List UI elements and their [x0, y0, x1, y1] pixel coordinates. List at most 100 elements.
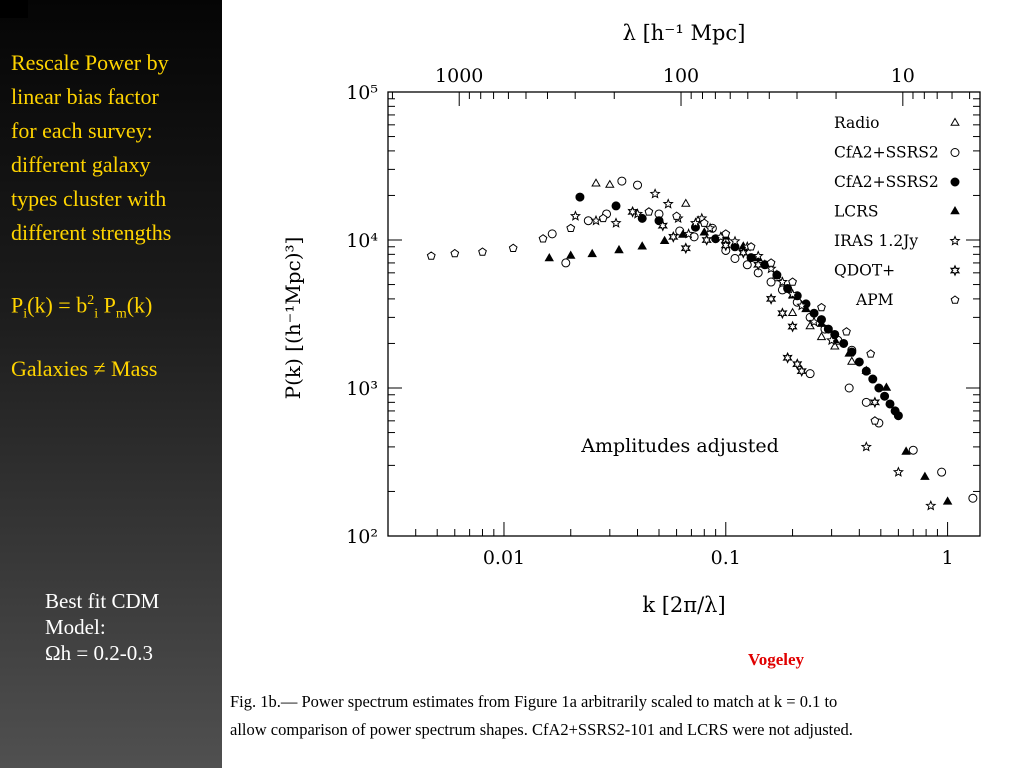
- data-point-circle-open: [766, 277, 776, 287]
- data-point-circle-open: [937, 467, 947, 477]
- data-point-pentagon-open: [788, 277, 797, 286]
- data-point-triangle-filled: [544, 252, 554, 262]
- data-point-triangle-filled: [920, 471, 930, 480]
- data-point-star6: [765, 292, 777, 305]
- formula-sup-2: 2: [87, 293, 95, 308]
- legend-label: CfA2+SSRS2: [834, 173, 939, 191]
- top-axis-label: λ [h⁻¹ Mpc]: [623, 21, 746, 45]
- data-point-star5: [689, 217, 701, 228]
- data-point-triangle-filled: [659, 235, 670, 244]
- data-point-circle-filled: [854, 357, 864, 367]
- data-point-circle-open: [844, 383, 854, 393]
- data-point-star5: [892, 466, 904, 477]
- top-tick-label: 100: [663, 65, 699, 87]
- data-point-star5: [776, 276, 788, 287]
- data-point-triangle-filled: [942, 496, 953, 505]
- data-point-pentagon-open: [426, 251, 436, 260]
- data-point-circle-open: [547, 229, 557, 239]
- data-point-circle-filled: [885, 399, 895, 409]
- data-point-star6: [753, 258, 764, 271]
- bias-line: different strengths: [11, 220, 172, 245]
- data-point-triangle-filled: [587, 248, 597, 258]
- data-point-triangle-open: [787, 307, 798, 316]
- top-tick-label: 1000: [435, 65, 483, 87]
- legend-label: APM: [855, 291, 894, 309]
- data-point-circle-filled: [893, 411, 903, 421]
- data-point-triangle-filled: [861, 365, 872, 374]
- data-point-pentagon-open: [746, 242, 756, 251]
- corner-mark: [0, 0, 28, 18]
- data-point-circle-open: [861, 397, 871, 407]
- amplitudes-annotation: Amplitudes adjusted: [580, 435, 779, 457]
- data-point-pentagon-open: [870, 416, 880, 425]
- data-point-triangle-open: [830, 341, 840, 350]
- bias-explanation-text: Rescale Power by linear bias factor for …: [11, 46, 221, 250]
- data-point-star5: [729, 235, 741, 246]
- y-axis-label: P(k) [(h⁻¹Mpc)³]: [281, 237, 305, 400]
- legend-marker-triangle-open: [950, 117, 960, 126]
- data-point-circle-open: [583, 216, 593, 226]
- data-point-pentagon-open: [644, 207, 654, 216]
- legend-label: LCRS: [834, 203, 878, 221]
- data-point-triangle-open: [816, 331, 827, 341]
- plot-frame: [387, 91, 981, 537]
- data-point-triangle-filled: [566, 250, 576, 259]
- data-point-circle-filled: [880, 391, 890, 401]
- data-point-pentagon-open: [766, 258, 776, 267]
- data-point-triangle-filled: [772, 269, 782, 278]
- data-point-circle-open: [742, 260, 752, 270]
- legend-marker-circle-filled: [950, 177, 960, 187]
- x-axis-label: k [2π/λ]: [642, 593, 725, 617]
- galaxies-mass-text: Galaxies ≠ Mass: [11, 356, 158, 381]
- data-point-star5: [787, 288, 799, 300]
- data-point-circle-filled: [839, 338, 849, 348]
- data-point-pentagon-open: [672, 211, 681, 220]
- data-point-circle-open: [805, 369, 815, 379]
- figure-caption: Fig. 1b.— Power spectrum estimates from …: [230, 688, 1022, 744]
- data-point-triangle-open: [605, 179, 615, 188]
- y-tick-label: 10⁴: [346, 230, 378, 252]
- data-point-star5: [765, 262, 777, 274]
- chart-legend: Radio CfA2+SSRS2 CfA2+SSRS2 LCRS IRAS 1.2Jy Q…: [834, 114, 961, 309]
- legend-label: QDOT+: [834, 262, 895, 280]
- bias-line: for each survey:: [11, 118, 153, 143]
- legend-label: IRAS 1.2Jy: [834, 232, 918, 250]
- data-point-circle-filled: [874, 383, 884, 393]
- data-point-star5: [808, 315, 820, 327]
- y-tick-label: 10⁵: [346, 82, 378, 104]
- data-point-star6: [869, 396, 881, 409]
- y-tick-label: 10²: [346, 526, 378, 548]
- data-point-star5: [925, 499, 937, 511]
- data-point-circle-filled: [611, 201, 621, 211]
- data-point-triangle-open: [591, 178, 601, 187]
- data-point-circle-filled: [868, 374, 878, 384]
- formula-sub-m: m: [115, 306, 127, 322]
- data-point-triangle-open: [847, 356, 857, 365]
- data-point-pentagon-open: [842, 327, 851, 336]
- power-spectrum-chart: 0.01 0.1 1 1000 100 10 10² 10³ 10⁴ 10⁵ Radio CfA2+…: [281, 21, 981, 617]
- top-tick-label: 10: [891, 65, 915, 87]
- data-point-star6: [657, 219, 668, 232]
- data-point-circle-open: [908, 445, 918, 455]
- data-point-pentagon-open: [598, 213, 608, 223]
- data-point-star6: [720, 239, 731, 252]
- data-point-circle-open: [968, 493, 978, 503]
- bias-line: linear bias factor: [11, 84, 159, 109]
- x-tick-label: 1: [942, 547, 954, 569]
- data-point-pentagon-open: [450, 248, 460, 258]
- bias-line: different galaxy: [11, 152, 151, 177]
- data-point-star5: [826, 334, 838, 346]
- data-point-triangle-filled: [881, 382, 892, 391]
- data-point-star5: [662, 198, 674, 209]
- formula-end: (k): [126, 292, 153, 318]
- data-point-triangle-filled: [699, 227, 710, 236]
- data-point-triangle-filled: [614, 244, 624, 254]
- data-point-star5: [683, 228, 695, 239]
- legend-marker-triangle-filled: [950, 205, 960, 215]
- data-point-circle-filled: [809, 308, 819, 318]
- data-point-circle-open: [561, 258, 571, 268]
- legend-marker-pentagon-open: [950, 295, 960, 304]
- best-fit-text: Best fit CDM Model: Ωh = 0.2-0.3: [45, 588, 215, 666]
- legend-marker-star5: [949, 235, 961, 246]
- data-point-pentagon-open: [538, 234, 548, 243]
